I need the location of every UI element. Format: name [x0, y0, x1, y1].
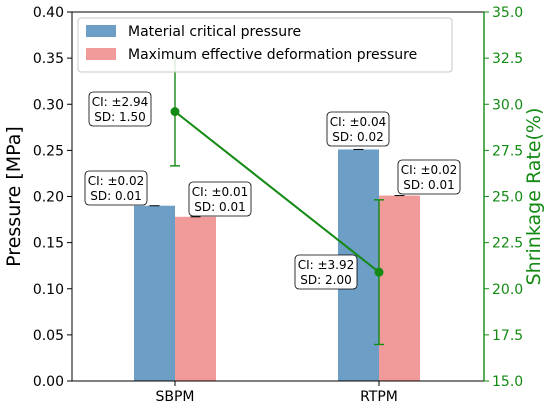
annot-line-0-sd: SD: 1.50 — [94, 110, 145, 124]
y2-tick-label-5: 27.5 — [492, 143, 523, 159]
y2-tick-label-4: 25.0 — [492, 190, 523, 206]
annot-s0-c1-ci: CI: ±0.04 — [330, 115, 387, 129]
annot-s0-c0-box — [84, 170, 148, 206]
y-tick-label-3: 0.15 — [33, 236, 64, 252]
y2-tick-label-6: 30.0 — [492, 97, 523, 113]
annot-s1-c1-sd: SD: 0.01 — [403, 178, 454, 192]
y2-tick-label-0: 15.0 — [492, 374, 523, 390]
y-tick-label-7: 0.35 — [33, 51, 64, 67]
shrinkage-point-1 — [374, 267, 384, 277]
y-tick-label-0: 0.00 — [33, 374, 64, 390]
annot-s1-c0-ci: CI: ±0.01 — [192, 185, 249, 199]
shrinkage-point-0 — [170, 107, 180, 117]
legend-label-material-critical: Material critical pressure — [128, 24, 301, 40]
annot-s0-c1-box — [326, 111, 390, 147]
y-tick-label-2: 0.10 — [33, 282, 64, 298]
annot-s1-c1-box — [397, 159, 461, 195]
shrinkage-line-layer — [170, 56, 384, 346]
annot-s0-c0-ci: CI: ±0.02 — [88, 174, 145, 188]
bar-s1-c0 — [175, 216, 216, 381]
x-tick-label-1: RTPM — [360, 389, 398, 405]
y2-tick-label-8: 35.0 — [492, 5, 523, 21]
x-tick-label-0: SBPM — [155, 389, 194, 405]
y-tick-label-1: 0.05 — [33, 328, 64, 344]
bar-s0-c0 — [134, 205, 175, 381]
annot-s1-c0-sd: SD: 0.01 — [194, 200, 245, 214]
y2-tick-label-2: 20.0 — [492, 282, 523, 298]
annot-s0-c0-sd: SD: 0.01 — [90, 189, 141, 203]
annot-s1-c0-box — [188, 181, 252, 217]
annot-s0-c1-sd: SD: 0.02 — [332, 130, 383, 144]
left-axis: 0.00 0.05 0.10 0.15 0.20 0.25 0.30 0.35 0.40 — [33, 5, 72, 390]
annot-s1-c1-ci: CI: ±0.02 — [401, 163, 458, 177]
annot-line-1-ci: CI: ±3.92 — [298, 258, 355, 272]
y2-tick-label-7: 32.5 — [492, 51, 523, 67]
y-axis-label: Pressure [MPa] — [3, 126, 25, 267]
y2-axis-label: Shrinkage Rate(%) — [523, 108, 545, 286]
y-tick-label-6: 0.30 — [33, 97, 64, 113]
annot-line-1-box — [294, 254, 358, 290]
legend-box — [77, 17, 453, 73]
legend-swatch-max-effective — [86, 48, 116, 60]
annot-line-0-ci: CI: ±2.94 — [92, 95, 149, 109]
y2-tick-label-3: 22.5 — [492, 236, 523, 252]
shrinkage-line — [174, 110, 380, 273]
y-tick-label-5: 0.25 — [33, 143, 64, 159]
annot-line-1-sd: SD: 2.00 — [300, 273, 351, 287]
legend: Material critical pressure Maximum effec… — [77, 17, 453, 73]
bars-layer — [134, 148, 420, 381]
y-tick-label-4: 0.20 — [33, 190, 64, 206]
legend-label-max-effective: Maximum effective deformation pressure — [128, 47, 417, 63]
x-axis: SBPM RTPM — [155, 381, 398, 405]
right-axis: 15.0 17.5 20.0 22.5 25.0 27.5 30.0 32.5 35.0 — [483, 5, 523, 390]
bar-s1-c1 — [379, 195, 420, 381]
legend-swatch-material-critical — [86, 25, 116, 37]
y-tick-label-8: 0.40 — [33, 5, 64, 21]
annot-line-0-box — [88, 91, 152, 127]
y2-tick-label-1: 17.5 — [492, 328, 523, 344]
